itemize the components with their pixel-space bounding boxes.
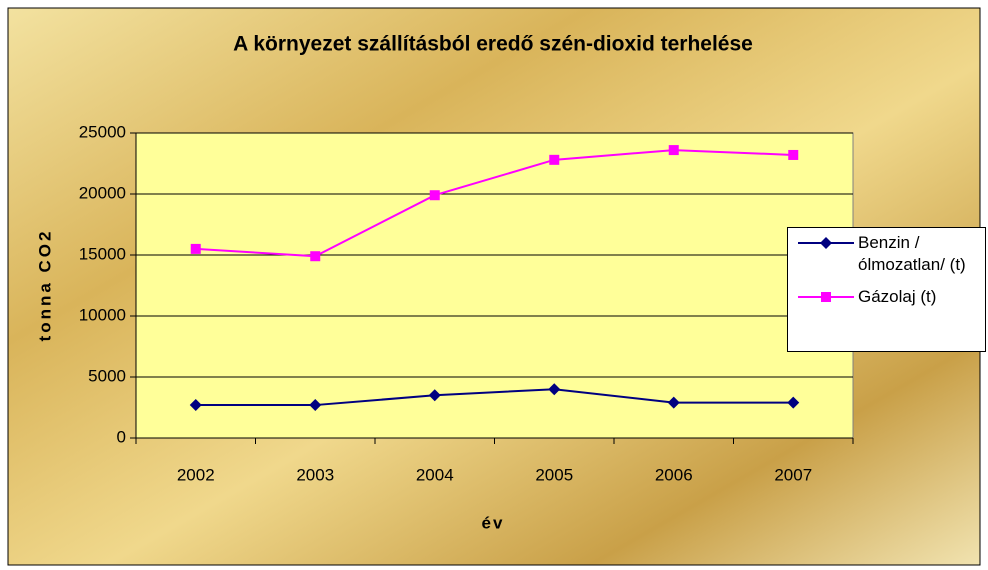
marker xyxy=(428,389,441,402)
y-tick-label: 5000 xyxy=(88,366,126,385)
y-tick-label: 10000 xyxy=(79,305,126,324)
x-tick-label: 2005 xyxy=(535,465,573,484)
marker xyxy=(820,237,832,249)
y-tick-label: 15000 xyxy=(79,244,126,263)
legend-label: Benzin /ólmozatlan/ (t) xyxy=(858,233,966,274)
x-tick-label: 2006 xyxy=(655,465,693,484)
x-axis-title: év xyxy=(482,513,505,532)
marker xyxy=(549,154,560,165)
marker xyxy=(787,396,800,409)
y-axis-title: tonna CO2 xyxy=(35,229,54,342)
legend-symbol xyxy=(798,237,854,249)
marker xyxy=(667,396,680,409)
marker xyxy=(548,383,561,396)
chart-title: A környezet szállításból eredő szén-diox… xyxy=(233,33,753,56)
series-line xyxy=(195,388,794,407)
marker xyxy=(190,243,201,254)
marker xyxy=(821,292,831,302)
y-tick-label: 0 xyxy=(117,427,126,446)
series-line xyxy=(195,149,794,258)
legend-symbol xyxy=(798,292,854,302)
marker xyxy=(429,190,440,201)
marker xyxy=(668,145,679,156)
y-tick-label: 20000 xyxy=(79,183,126,202)
legend-label: Gázolaj (t) xyxy=(858,287,937,306)
marker xyxy=(310,251,321,262)
x-tick-label: 2002 xyxy=(177,465,215,484)
x-tick-label: 2007 xyxy=(774,465,812,484)
marker xyxy=(788,149,799,160)
legend: Benzin /ólmozatlan/ (t) Gázolaj (t) xyxy=(787,227,986,352)
y-tick-label: 25000 xyxy=(79,122,126,141)
x-tick-label: 2004 xyxy=(416,465,454,484)
marker xyxy=(309,399,322,412)
marker xyxy=(189,399,202,412)
x-tick-label: 2003 xyxy=(296,465,334,484)
